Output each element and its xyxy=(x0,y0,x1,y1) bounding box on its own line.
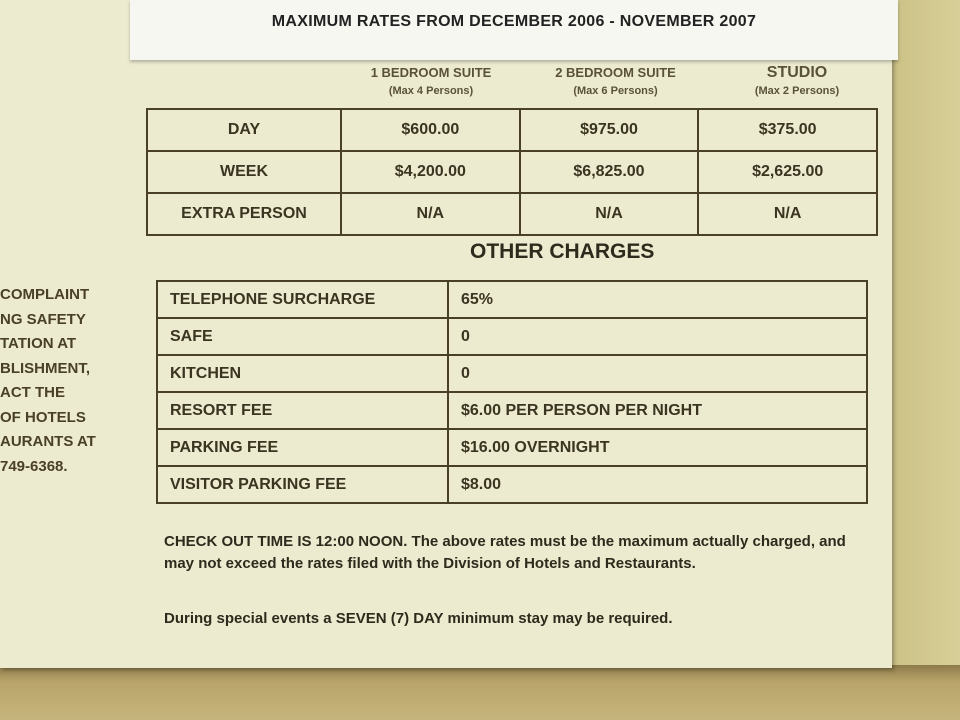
special-events-note: During special events a SEVEN (7) DAY mi… xyxy=(164,610,673,627)
page-title: MAXIMUM RATES FROM DECEMBER 2006 - NOVEM… xyxy=(130,0,898,60)
col-header-2br: 2 BEDROOM SUITE (Max 6 Persons) xyxy=(528,64,703,100)
cell: $6,825.00 xyxy=(518,150,700,194)
cell: $2,625.00 xyxy=(697,150,878,194)
side-line: OF HOTELS xyxy=(0,408,86,426)
row-label: SAFE xyxy=(156,317,449,356)
side-line: 749-6368. xyxy=(0,457,68,475)
col-name: 1 BEDROOM SUITE xyxy=(370,65,492,80)
cell: $4,200.00 xyxy=(340,150,521,194)
row-label: EXTRA PERSON xyxy=(146,192,342,236)
rate-card: 1 BEDROOM SUITE (Max 4 Persons) 2 BEDROOM… xyxy=(0,0,892,668)
side-line: COMPLAINT xyxy=(0,286,90,303)
col-name: 2 BEDROOM SUITE xyxy=(555,65,676,80)
col-sub: (Max 4 Persons) xyxy=(388,85,474,97)
cell: N/A xyxy=(697,192,878,236)
row-label: DAY xyxy=(146,108,342,152)
cell: 0 xyxy=(447,317,868,356)
row-label: KITCHEN xyxy=(156,354,449,393)
cell: N/A xyxy=(518,192,700,236)
cell: $6.00 PER PERSON PER NIGHT xyxy=(447,391,868,430)
cell: N/A xyxy=(340,192,521,236)
side-line: TATION AT xyxy=(0,335,77,352)
table-row: VISITOR PARKING FEE $8.00 xyxy=(156,465,868,504)
cell: $16.00 OVERNIGHT xyxy=(447,428,868,467)
col-sub: (Max 2 Persons) xyxy=(754,85,840,97)
side-line: BLISHMENT, xyxy=(0,359,90,377)
table-row: SAFE 0 xyxy=(156,317,868,356)
cell: $975.00 xyxy=(518,108,700,152)
other-charges-title: OTHER CHARGES xyxy=(470,240,655,263)
row-label: PARKING FEE xyxy=(156,428,449,467)
wall xyxy=(880,0,960,720)
rates-table: DAY $600.00 $975.00 $375.00 WEEK $4,200.00 $6… xyxy=(146,108,878,236)
cell: $375.00 xyxy=(697,108,878,152)
side-line: ACT THE xyxy=(0,384,65,401)
col-name: STUDIO xyxy=(766,64,828,81)
cell: $600.00 xyxy=(340,108,521,152)
row-label: TELEPHONE SURCHARGE xyxy=(156,280,449,319)
row-label: RESORT FEE xyxy=(156,391,449,430)
side-text: COMPLAINT NG SAFETY TATION AT BLISHMENT,… xyxy=(0,283,96,479)
cell: 0 xyxy=(447,354,868,393)
col-header-1br: 1 BEDROOM SUITE (Max 4 Persons) xyxy=(346,64,516,100)
col-sub: (Max 6 Persons) xyxy=(573,85,658,97)
other-charges-table: TELEPHONE SURCHARGE 65% SAFE 0 KITCHEN 0 RE… xyxy=(156,280,868,504)
cell: $8.00 xyxy=(447,465,868,504)
row-label: WEEK xyxy=(146,150,342,194)
table-row: TELEPHONE SURCHARGE 65% xyxy=(156,280,868,319)
side-line: AURANTS AT xyxy=(0,433,96,450)
table-row: KITCHEN 0 xyxy=(156,354,868,393)
cell: 65% xyxy=(447,280,868,319)
table-row: EXTRA PERSON N/A N/A N/A xyxy=(146,192,878,236)
wall-bottom xyxy=(0,665,960,720)
table-row: PARKING FEE $16.00 OVERNIGHT xyxy=(156,428,868,467)
row-label: VISITOR PARKING FEE xyxy=(156,465,449,504)
table-row: DAY $600.00 $975.00 $375.00 xyxy=(146,108,878,152)
table-row: WEEK $4,200.00 $6,825.00 $2,625.00 xyxy=(146,150,878,194)
col-header-studio: STUDIO (Max 2 Persons) xyxy=(722,64,872,100)
checkout-note: CHECK OUT TIME IS 12:00 NOON. The above … xyxy=(164,533,846,572)
side-line: NG SAFETY xyxy=(0,310,86,328)
table-row: RESORT FEE $6.00 PER PERSON PER NIGHT xyxy=(156,391,868,430)
